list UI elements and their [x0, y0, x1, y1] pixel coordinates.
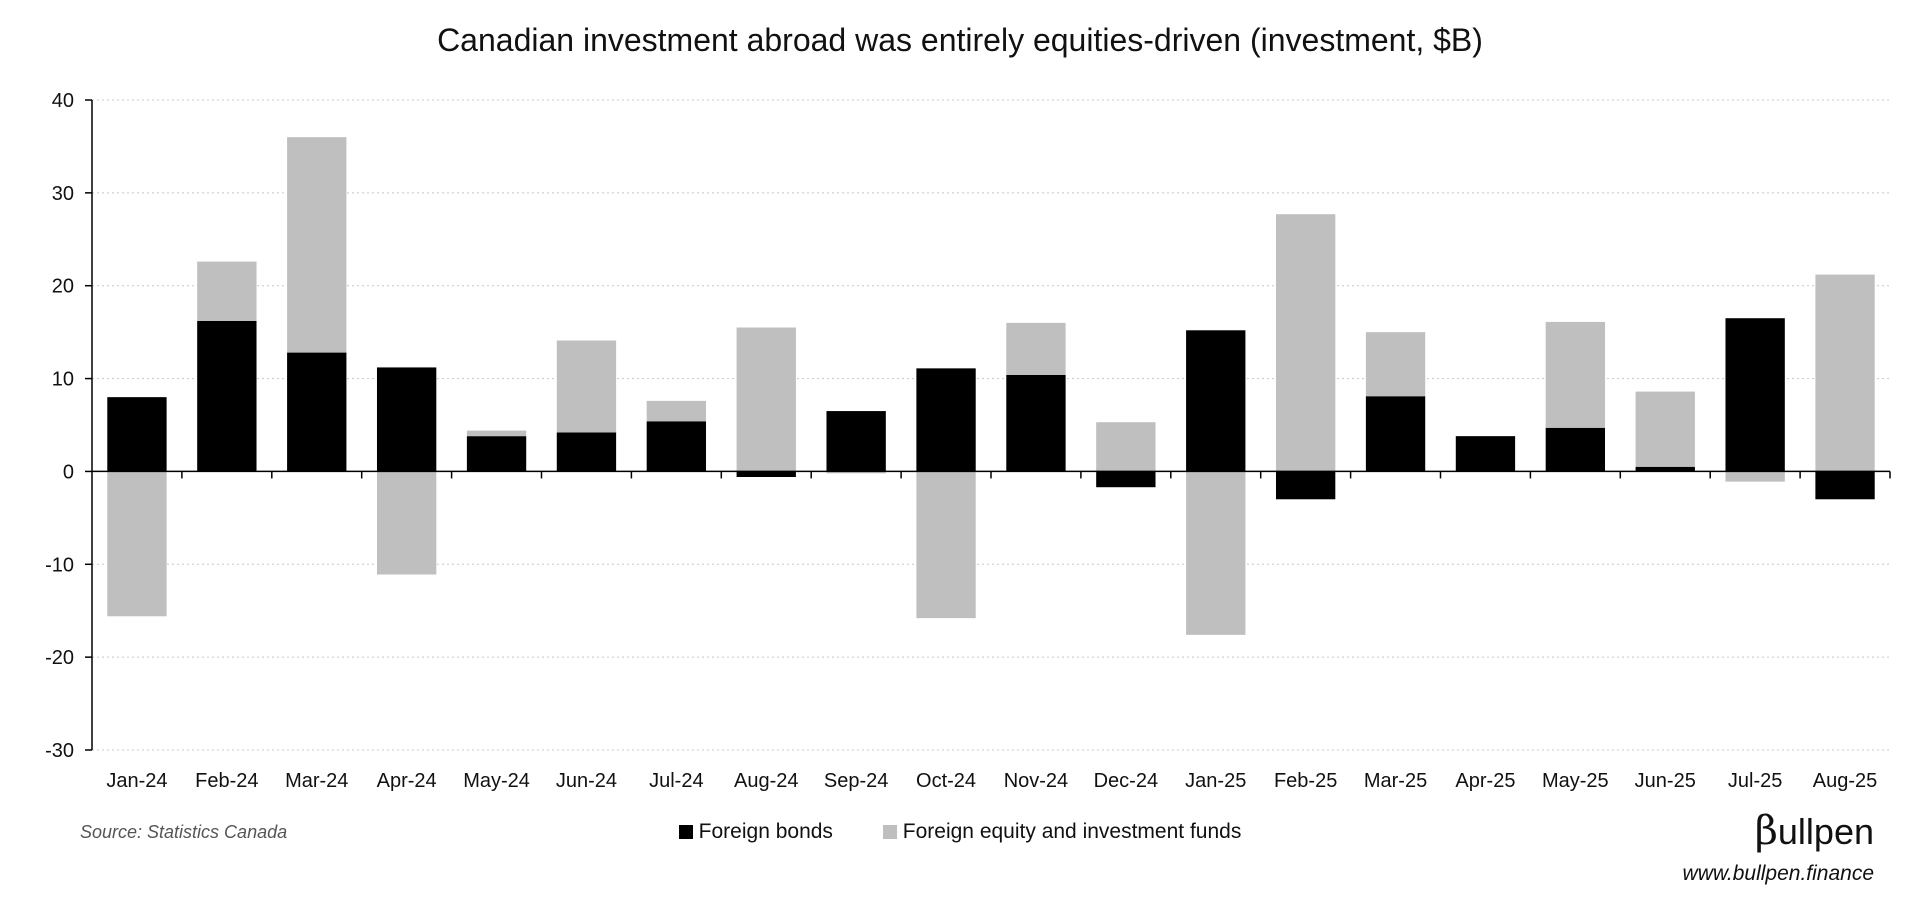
x-tick-label: Nov-24	[1004, 770, 1068, 792]
x-tick-label: Jun-25	[1635, 770, 1696, 792]
bar-foreign-equity	[1635, 391, 1695, 467]
brand-symbol: β	[1754, 808, 1778, 854]
y-tick-label: 0	[63, 461, 74, 483]
bar-foreign-bonds	[1186, 330, 1246, 472]
chart-area: 40 30 20 10 0 -10 -20 -30 Jan-24 Feb-24 Mar-24 Apr…	[45, 90, 1891, 792]
legend: Foreign bonds Foreign equity and investm…	[0, 820, 1920, 845]
bar-foreign-equity	[1006, 322, 1066, 375]
bar-foreign-equity	[646, 400, 707, 422]
bar-foreign-bonds	[376, 367, 437, 472]
bar-foreign-equity	[556, 340, 617, 433]
x-tick-label: Jul-25	[1728, 770, 1782, 792]
bar-foreign-bonds	[1815, 471, 1875, 500]
grid-lines	[92, 99, 1890, 751]
x-tick-label: Feb-25	[1274, 770, 1337, 792]
bar-foreign-bonds	[1275, 471, 1336, 500]
bar-foreign-bonds	[646, 421, 707, 472]
y-tick-label: 20	[52, 276, 74, 298]
y-tick-label: 40	[52, 90, 74, 112]
brand-logo: βullpen	[1755, 808, 1874, 854]
x-tick-label: Aug-24	[734, 770, 799, 792]
y-tick-label: 30	[52, 183, 74, 205]
bar-foreign-bonds	[1365, 396, 1426, 472]
source-note: Source: Statistics Canada	[80, 822, 288, 842]
bar-foreign-equity	[466, 430, 527, 437]
x-tick-label: May-25	[1542, 770, 1609, 792]
x-tick-labels: Jan-24 Feb-24 Mar-24 Apr-24 May-24 Jun-24 Jul-…	[106, 770, 1877, 792]
x-tick-label: Jul-24	[649, 770, 703, 792]
y-tick-label: -30	[45, 740, 74, 762]
x-tick-label: Oct-24	[916, 770, 976, 792]
bar-foreign-bonds	[287, 352, 347, 472]
x-tick-label: Jun-24	[556, 770, 617, 792]
chart-title: Canadian investment abroad was entirely …	[437, 22, 1483, 58]
bar-foreign-equity	[287, 137, 347, 353]
bar-foreign-equity	[1096, 422, 1156, 472]
y-tick-label: -20	[45, 647, 74, 669]
legend-item-foreign-bonds: Foreign bonds	[678, 820, 833, 844]
bar-foreign-bonds	[1455, 436, 1516, 472]
bar-foreign-equity	[916, 471, 976, 619]
bar-foreign-bonds	[1096, 471, 1156, 488]
y-tick-labels: 40 30 20 10 0 -10 -20 -30	[45, 90, 74, 762]
bar-foreign-equity	[736, 327, 796, 472]
legend-item-foreign-equity: Foreign equity and investment funds	[882, 820, 1242, 844]
bar-foreign-equity	[1365, 332, 1426, 397]
bar-foreign-equity	[197, 261, 257, 321]
y-tick-label: -10	[45, 554, 74, 576]
x-tick-label: Sep-24	[824, 770, 889, 792]
x-tick-label: Feb-24	[195, 770, 258, 792]
bar-foreign-equity	[1275, 214, 1336, 472]
x-tick-label: Mar-25	[1364, 770, 1427, 792]
bar-foreign-bonds	[197, 321, 257, 472]
bar-foreign-equity	[1815, 274, 1875, 472]
bar-foreign-bonds	[107, 397, 167, 472]
x-tick-label: Dec-24	[1094, 770, 1158, 792]
y-tick-label: 10	[52, 369, 74, 391]
bar-foreign-bonds	[556, 432, 617, 472]
bar-foreign-bonds	[1635, 466, 1695, 472]
x-tick-label: Apr-24	[377, 770, 437, 792]
bar-foreign-equity	[1545, 321, 1606, 428]
bar-foreign-bonds	[826, 411, 886, 472]
x-tick-label: Jan-24	[106, 770, 167, 792]
x-tick-label: Aug-25	[1813, 770, 1878, 792]
bar-foreign-bonds	[736, 471, 796, 477]
bar-foreign-equity	[1725, 471, 1785, 482]
bar-foreign-equity	[1186, 471, 1246, 635]
legend-swatch-foreign-equity	[882, 825, 897, 839]
bar-foreign-bonds	[1006, 374, 1066, 472]
x-tick-label: Apr-25	[1455, 770, 1515, 792]
bar-foreign-bonds	[1725, 318, 1785, 472]
bar-foreign-equity	[826, 471, 886, 474]
axes	[85, 99, 1891, 751]
x-tick-label: Mar-24	[285, 770, 348, 792]
legend-label-foreign-bonds: Foreign bonds	[698, 820, 833, 843]
x-tick-label: Jan-25	[1185, 770, 1246, 792]
brand-name: ullpen	[1777, 811, 1874, 852]
legend-swatch-foreign-bonds	[678, 825, 693, 839]
bar-foreign-equity	[107, 471, 167, 617]
x-tick-label: May-24	[463, 770, 530, 792]
bars	[107, 137, 1875, 635]
bar-foreign-bonds	[1545, 427, 1606, 472]
bar-foreign-bonds	[466, 436, 527, 472]
bar-foreign-bonds	[916, 368, 976, 472]
bar-foreign-equity	[376, 471, 437, 575]
website-link[interactable]: www.bullpen.finance	[1682, 862, 1874, 885]
legend-label-foreign-equity: Foreign equity and investment funds	[902, 820, 1242, 843]
